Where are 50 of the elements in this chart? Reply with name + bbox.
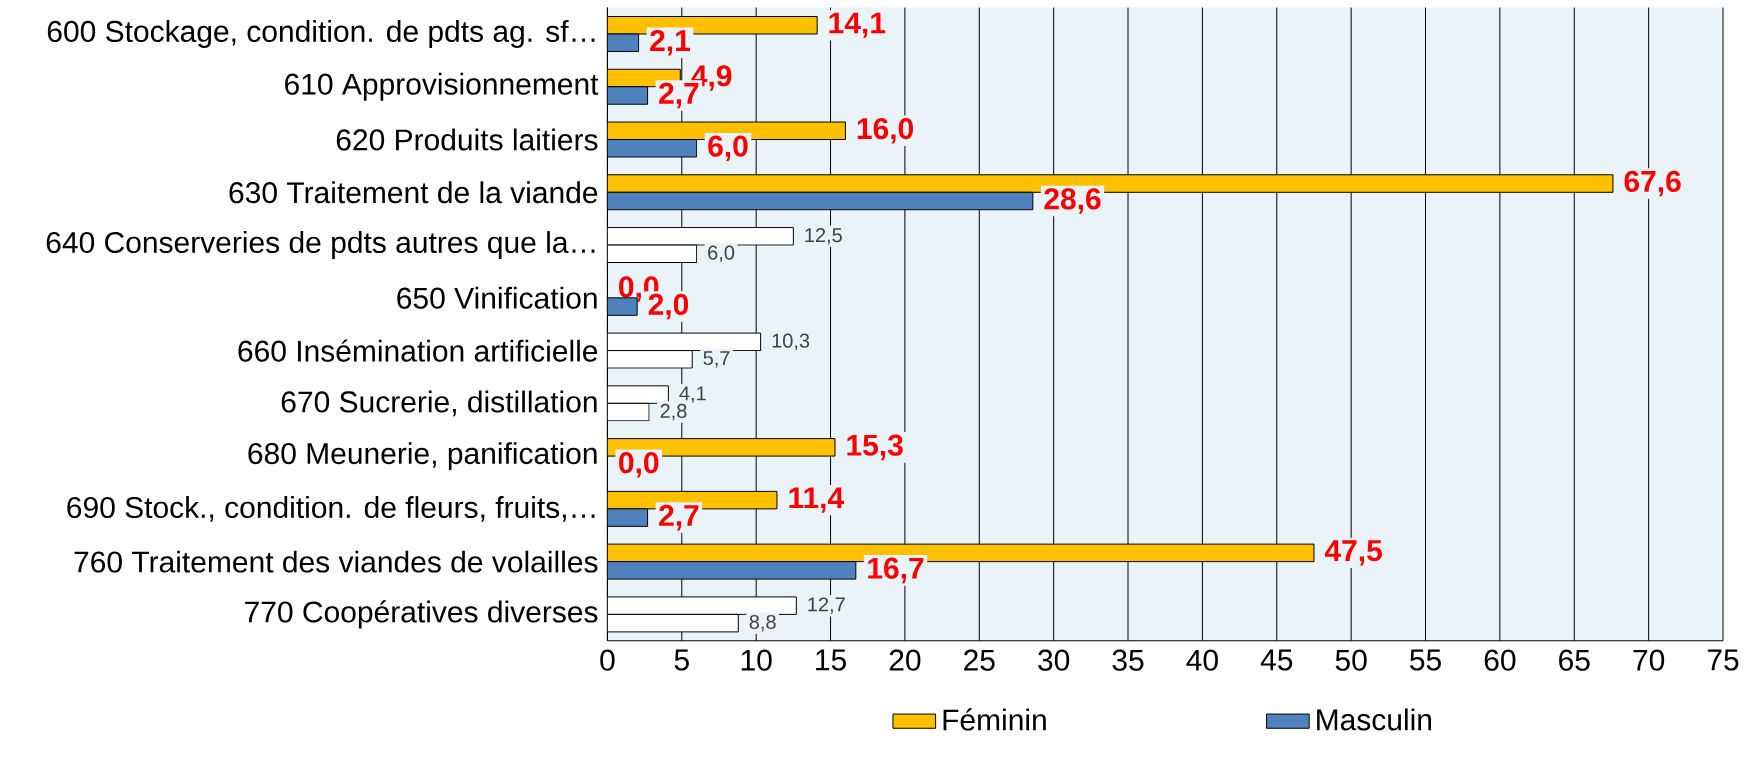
- data-label: 6,0: [708, 245, 735, 263]
- data-label: 0,0: [619, 452, 659, 478]
- y-tick-label: 660 Insémination artificielle: [238, 339, 598, 362]
- data-label: 28,6: [1044, 188, 1101, 214]
- data-label: 11,4: [789, 487, 845, 513]
- data-label: 14,1: [829, 12, 886, 38]
- y-tick-label: 690 Stock., condition. de fleurs, fruits,…: [67, 496, 595, 522]
- x-tick-label: 50: [1335, 649, 1367, 671]
- x-tick-label: 45: [1260, 649, 1293, 671]
- y-tick-label: 760 Traitement des viandes de volailles: [74, 550, 598, 573]
- x-tick-label: 60: [1484, 649, 1516, 671]
- legend-label: Masculin: [1317, 708, 1432, 731]
- y-tick-label: 600 Stockage, condition. de pdts ag. sf…: [47, 20, 595, 49]
- x-tick-label: 75: [1707, 649, 1739, 671]
- data-label: 4,1: [679, 386, 706, 403]
- x-tick-label: 15: [816, 649, 846, 671]
- data-label: 2,1: [650, 30, 690, 56]
- data-label: 5,7: [703, 351, 730, 368]
- data-label: 16,0: [857, 118, 914, 144]
- x-tick-label: 70: [1633, 649, 1665, 671]
- y-tick-label: 670 Sucrerie, distillation: [281, 390, 597, 417]
- y-tick-label: 640 Conserveries de pdts autres que la…: [46, 231, 595, 260]
- data-label: 67,6: [1624, 170, 1681, 197]
- data-label: 12,5: [805, 228, 842, 245]
- x-tick-label: 10: [741, 649, 772, 671]
- data-label: 2,8: [660, 403, 687, 421]
- data-label: 12,7: [808, 597, 845, 614]
- x-tick-label: 25: [964, 649, 995, 671]
- data-label: 16,7: [868, 557, 924, 584]
- x-tick-label: 20: [889, 649, 921, 671]
- x-tick-label: 65: [1559, 649, 1590, 671]
- y-tick-label: 680 Meunerie, panification: [248, 442, 597, 471]
- x-tick-label: 35: [1112, 649, 1144, 671]
- x-tick-label: 40: [1186, 649, 1218, 671]
- x-tick-label: 55: [1410, 649, 1441, 671]
- y-tick-label: 620 Produits laitiers: [336, 128, 598, 151]
- x-tick-label: 0: [600, 649, 615, 671]
- data-label: 47,5: [1324, 540, 1382, 566]
- x-tick-label: 5: [674, 649, 689, 671]
- data-label: 6,0: [708, 135, 748, 162]
- x-tick-label: 30: [1038, 649, 1070, 671]
- data-label: 15,3: [847, 434, 903, 461]
- data-label: 8,8: [749, 614, 776, 632]
- data-label: 10,3: [772, 333, 810, 351]
- y-tick-label: 650 Vinification: [397, 286, 597, 309]
- data-label: 2,7: [659, 504, 699, 531]
- legend-label: Féminin: [943, 708, 1046, 731]
- y-tick-label: 770 Coopératives diverses: [245, 600, 598, 629]
- y-tick-label: 610 Approvisionnement: [285, 72, 599, 101]
- y-tick-label: 630 Traitement de la viande: [229, 181, 598, 204]
